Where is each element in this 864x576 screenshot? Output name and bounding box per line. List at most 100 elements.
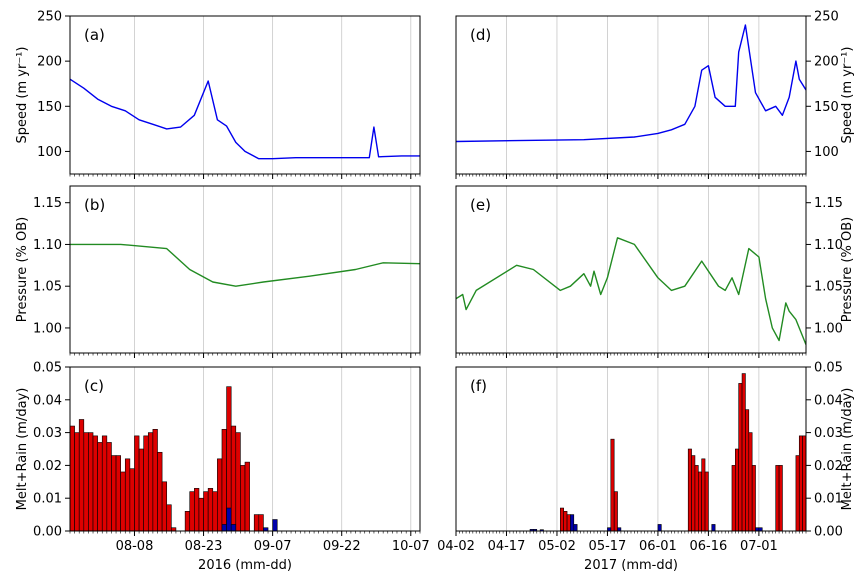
y-tick-label: 0.05 — [814, 361, 843, 376]
melt-bar — [134, 435, 140, 531]
data-layer — [70, 243, 420, 287]
x-tick-label: 05-17 — [589, 539, 627, 554]
x-tick-label: 04-17 — [488, 539, 526, 554]
y-tick-label: 250 — [37, 10, 62, 25]
melt-bar — [97, 442, 103, 531]
rain-bar — [230, 524, 237, 531]
rain-bar — [570, 514, 575, 531]
melt-bar — [212, 491, 218, 531]
rain-bar — [226, 507, 232, 531]
melt-bar — [129, 468, 135, 531]
melt-bar — [217, 458, 223, 531]
melt-bar — [691, 455, 696, 531]
melt-bar — [152, 429, 158, 531]
series-line — [456, 237, 806, 345]
melt-bar — [566, 514, 571, 531]
melt-bar — [738, 383, 743, 531]
melt-bar — [610, 438, 615, 531]
y-tick-label: 0.01 — [33, 492, 62, 507]
melt-bar — [694, 465, 699, 531]
melt-bar — [194, 488, 200, 531]
data-layer — [70, 386, 278, 531]
melt-bar — [143, 435, 149, 531]
y-tick-label: 0.00 — [33, 525, 62, 540]
y-tick-label: 0.02 — [33, 459, 62, 474]
series-line — [70, 243, 420, 287]
panel-a: 100 150 200 250 Speed (m yr⁻¹) (a) — [15, 10, 421, 179]
y-axis-label: Speed (m yr⁻¹) — [840, 47, 855, 144]
axes-frame — [455, 15, 807, 175]
data-layer — [456, 237, 806, 345]
y-tick-label: 0.03 — [33, 426, 62, 441]
x-tick-label: 10-07 — [392, 539, 430, 554]
melt-bar — [147, 432, 154, 531]
rain-bar — [573, 524, 578, 531]
melt-bar — [775, 465, 780, 531]
y-tick-label: 0.04 — [814, 393, 843, 408]
melt-bar — [748, 432, 753, 531]
panel-d: 100 150 200 250 Speed (m yr⁻¹) (d) — [455, 10, 855, 179]
y-tick-label: 150 — [37, 100, 62, 115]
x-tick-label: 09-07 — [254, 539, 292, 554]
panel-letter: (a) — [84, 26, 105, 44]
y-axis-label: Melt+Rain (m/day) — [840, 388, 855, 511]
x-axis-label: 2016 (mm-dd) — [198, 558, 292, 573]
melt-bar — [198, 497, 204, 531]
melt-bar — [74, 432, 80, 531]
melt-bar — [731, 465, 736, 531]
y-tick-label: 1.05 — [814, 280, 843, 295]
melt-bar — [203, 491, 209, 531]
panel-letter: (c) — [84, 377, 104, 395]
axes-frame — [69, 15, 421, 175]
melt-bar — [221, 429, 227, 531]
y-tick-label: 0.05 — [33, 361, 62, 376]
y-tick-label: 0.04 — [33, 393, 62, 408]
x-axis-label: 2017 (mm-dd) — [584, 558, 678, 573]
melt-bar — [166, 504, 172, 531]
y-tick-label: 200 — [37, 55, 62, 70]
y-tick-label: 0.01 — [814, 492, 843, 507]
data-layer — [529, 373, 806, 531]
melt-bar — [253, 514, 260, 531]
y-tick-label: 0.02 — [814, 459, 843, 474]
melt-bar — [78, 419, 85, 531]
melt-bar — [798, 435, 803, 531]
x-tick-label: 04-02 — [437, 539, 475, 554]
series-line — [456, 24, 806, 143]
melt-bar — [698, 471, 702, 531]
melt-bar — [258, 514, 264, 531]
melt-bar — [161, 481, 168, 531]
y-tick-label: 1.00 — [814, 321, 843, 336]
x-tick-label: 09-22 — [323, 539, 361, 554]
axes-frame — [69, 185, 421, 354]
rain-bar — [711, 524, 716, 531]
panel-f: 04-02 04-17 05-02 05-17 06-01 06-16 07-01 2017 … — [437, 361, 855, 574]
x-tick-label: 08-08 — [116, 539, 154, 554]
rain-bar — [657, 524, 662, 531]
panel-letter: (e) — [470, 196, 491, 214]
melt-bar — [189, 491, 195, 531]
y-tick-label: 0.03 — [814, 426, 843, 441]
melt-bar — [115, 455, 121, 531]
x-tick-label: 08-23 — [185, 539, 223, 554]
melt-bar — [240, 465, 246, 531]
melt-bar — [92, 435, 98, 531]
data-layer — [456, 24, 806, 143]
melt-bar — [157, 451, 163, 531]
panel-letter: (b) — [84, 196, 105, 214]
panel-e: 1.00 1.05 1.10 1.15 Pressure (% OB) (e) — [455, 185, 855, 358]
melt-bar — [124, 458, 131, 531]
melt-bar — [83, 432, 89, 531]
melt-bar — [244, 461, 250, 531]
y-axis-label: Pressure (% OB) — [15, 217, 30, 322]
melt-bar — [563, 511, 568, 531]
data-layer — [70, 78, 420, 160]
melt-bar — [70, 425, 75, 531]
melt-bar — [560, 507, 564, 531]
series-line — [70, 78, 420, 160]
x-tick-label: 06-16 — [690, 539, 728, 554]
panel-c: 08-08 08-23 09-07 09-22 10-07 2016 (mm-dd) 0.0… — [15, 361, 430, 574]
y-tick-label: 0.00 — [814, 525, 843, 540]
melt-bar — [235, 432, 241, 531]
